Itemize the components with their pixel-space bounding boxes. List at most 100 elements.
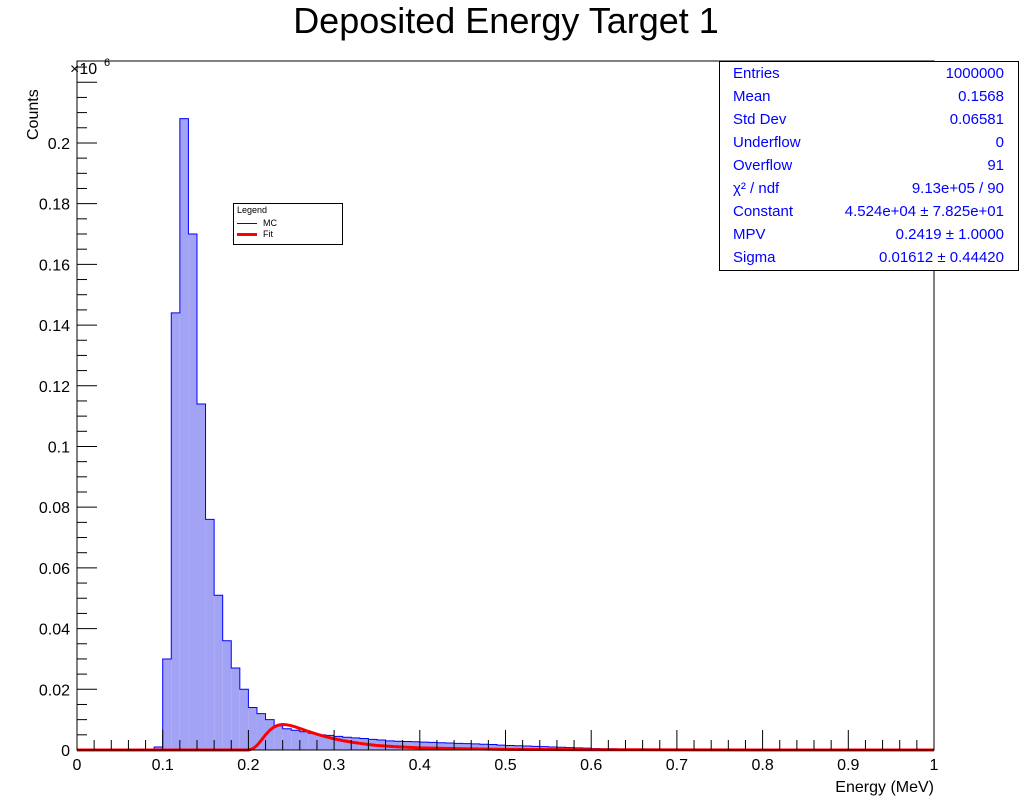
histogram-bin [291, 730, 300, 750]
histogram-bin [471, 743, 480, 750]
histogram-bin [256, 713, 266, 750]
histogram-bin [325, 735, 335, 750]
fit-curve [77, 722, 935, 752]
stats-label: Mean [733, 88, 771, 105]
stats-row: Overflow 91 [720, 154, 1018, 177]
y-tick-label: 0.18 [39, 197, 70, 214]
stats-row: Entries 1000000 [720, 62, 1018, 85]
histogram-bin [514, 745, 523, 750]
legend-entry-fit: Fit [237, 229, 337, 240]
histogram-bin [188, 234, 197, 751]
histogram-bin [308, 733, 317, 750]
y-exponent-power: 6 [104, 57, 110, 69]
histogram-bin [428, 742, 437, 750]
legend-entry-mc: MC [237, 218, 337, 229]
statistics-box: Entries 1000000 Mean 0.1568 Std Dev 0.06581 Un… [719, 61, 1019, 271]
histogram-bin [496, 745, 506, 750]
x-tick-label: 0.4 [409, 757, 431, 774]
stats-label: Std Dev [733, 111, 787, 128]
stats-value: 0 [995, 134, 1004, 151]
histogram-bin [265, 719, 275, 750]
stats-label: Sigma [733, 249, 776, 266]
histogram-bin [505, 745, 515, 750]
x-tick-label: 0.2 [237, 757, 259, 774]
y-axis-title: Counts [25, 89, 42, 140]
stats-value: 91 [987, 157, 1004, 174]
stats-label: Entries [733, 65, 780, 82]
stats-value: 0.01612 ± 0.44420 [878, 249, 1004, 266]
stats-value: 0.1568 [958, 88, 1004, 105]
histogram-bin [171, 312, 180, 750]
histogram-bin [162, 658, 172, 750]
legend-swatch-fit [237, 233, 257, 236]
histogram-bin [342, 737, 352, 750]
histogram-bin [299, 731, 309, 750]
stats-row: Underflow 0 [720, 131, 1018, 154]
stats-label: MPV [733, 226, 766, 243]
histogram-bin [411, 741, 420, 750]
y-tick-label: 0.06 [39, 561, 70, 578]
legend-swatch-mc [237, 223, 257, 224]
stats-label: Constant [733, 203, 794, 220]
histogram-bin [248, 707, 257, 750]
stats-row: Sigma 0.01612 ± 0.44420 [720, 246, 1018, 269]
x-tick-label: 0.9 [837, 757, 859, 774]
histogram-bin [334, 736, 343, 750]
histogram-bin [231, 668, 240, 750]
y-tick-label: 0.08 [39, 500, 70, 517]
stats-value: 9.13e+05 / 90 [911, 180, 1004, 197]
stats-label: χ² / ndf [733, 180, 780, 197]
histogram-bin [154, 746, 163, 750]
y-tick-label: 0 [61, 743, 70, 760]
legend-label-mc: MC [263, 218, 277, 228]
stats-row: Mean 0.1568 [720, 85, 1018, 108]
legend: Legend MC Fit [233, 203, 343, 245]
histogram-bin [445, 743, 455, 750]
histogram-bin [196, 403, 206, 750]
x-tick-label: 0.8 [751, 757, 773, 774]
histogram-bin [436, 742, 446, 750]
histogram-bin [205, 519, 215, 750]
stats-label: Underflow [733, 134, 801, 151]
histogram-bin [316, 734, 326, 750]
stats-row: Constant 4.524e+04 ± 7.825e+01 [720, 200, 1018, 223]
y-tick-label: 0.16 [39, 257, 70, 274]
histogram-bin [402, 741, 412, 750]
stats-value: 1000000 [945, 65, 1004, 82]
y-tick-label: 0.2 [48, 136, 70, 153]
x-tick-label: 0 [73, 757, 82, 774]
stats-value: 4.524e+04 ± 7.825e+01 [844, 203, 1004, 220]
y-tick-label: 0.04 [39, 622, 70, 639]
histogram-bin [479, 744, 489, 750]
y-exponent-label: ×10 [70, 61, 97, 78]
histogram-bin [462, 743, 472, 750]
histogram-bin [488, 744, 497, 750]
chart-title: Deposited Energy Target 1 [293, 0, 719, 41]
stats-value: 0.2419 ± 1.0000 [895, 226, 1004, 243]
histogram-bin [239, 689, 249, 750]
histogram-bin [454, 743, 463, 750]
stats-row: Std Dev 0.06581 [720, 108, 1018, 131]
x-tick-label: 0.6 [580, 757, 602, 774]
histogram-bin [419, 742, 429, 750]
x-tick-label: 0.3 [323, 757, 345, 774]
stats-row: χ² / ndf 9.13e+05 / 90 [720, 177, 1018, 200]
y-tick-label: 0.02 [39, 682, 70, 699]
x-tick-label: 1 [930, 757, 939, 774]
y-tick-label: 0.12 [39, 379, 70, 396]
y-tick-label: 0.14 [39, 318, 70, 335]
histogram-bin [282, 728, 292, 750]
y-tick-label: 0.1 [48, 439, 70, 456]
stats-value: 0.06581 [949, 111, 1004, 128]
histogram-bin [222, 640, 232, 750]
histogram-bin [274, 725, 283, 750]
x-tick-label: 0.7 [666, 757, 688, 774]
stats-row: MPV 0.2419 ± 1.0000 [720, 223, 1018, 246]
histogram-bin [214, 595, 223, 750]
legend-label-fit: Fit [263, 229, 273, 239]
x-axis-title: Energy (MeV) [835, 779, 934, 796]
histogram-bin [179, 118, 189, 750]
legend-title: Legend [237, 205, 268, 215]
x-tick-label: 0.5 [494, 757, 516, 774]
